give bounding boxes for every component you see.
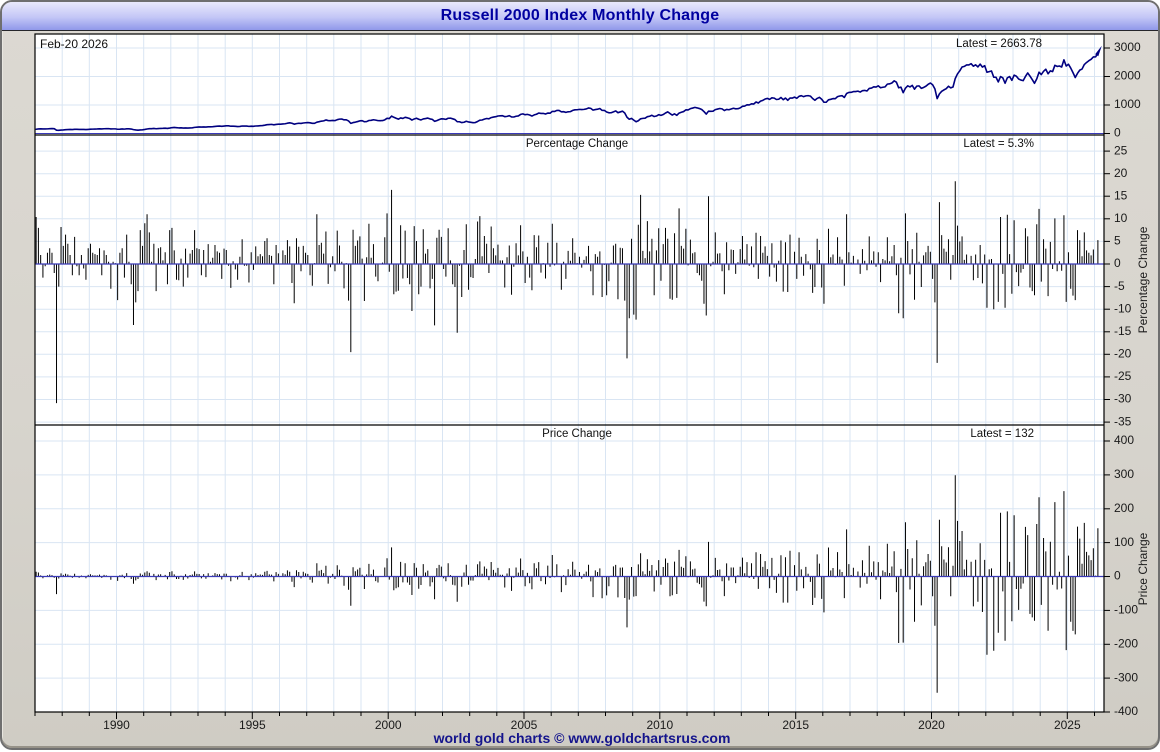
percent-axis-tick-label: -20	[1114, 346, 1132, 360]
title-bar: Russell 2000 Index Monthly Change	[2, 2, 1158, 31]
price-axis-tick-label: -200	[1114, 636, 1138, 650]
index-axis-tick-label: 2000	[1114, 69, 1141, 83]
price-axis-tick-label: -100	[1114, 603, 1138, 617]
percent-axis-tick-label: -15	[1114, 324, 1132, 338]
price-change-bars	[35, 475, 1099, 693]
index-latest-value: Latest = 2663.78	[955, 38, 1042, 50]
percent-axis-tick-label: 5	[1114, 234, 1121, 248]
x-axis-tick-label: 2020	[918, 718, 945, 732]
index-price-line	[35, 51, 1099, 132]
price-axis-tick-label: 0	[1114, 569, 1121, 583]
price-axis-tick-label: -300	[1114, 670, 1138, 684]
price-axis-tick-label: -400	[1114, 704, 1138, 718]
price-axis-tick-label: 300	[1114, 467, 1134, 481]
percent-axis-tick-label: 0	[1114, 256, 1121, 270]
x-axis-tick-label: 2025	[1054, 718, 1081, 732]
price-axis-tick-label: 200	[1114, 501, 1134, 515]
footer-credit: world gold charts © www.goldchartsrus.co…	[433, 730, 731, 746]
index-axis-tick-label: 3000	[1114, 40, 1141, 54]
index-axis-tick-label: 1000	[1114, 97, 1141, 111]
price-axis-tick-label: 100	[1114, 535, 1134, 549]
price-panel-title: Price Change	[542, 428, 612, 440]
x-axis-tick-label: 2010	[646, 718, 673, 732]
percent-axis-tick-label: -5	[1114, 279, 1125, 293]
vertical-gridlines	[61, 34, 1095, 712]
index-axis-tick-label: 0	[1114, 126, 1121, 140]
index-line-arrowhead	[1095, 45, 1102, 57]
x-axis-tick-label: 2000	[375, 718, 402, 732]
x-axis-tick-label: 1990	[103, 718, 130, 732]
percent-axis-tick-label: 25	[1114, 143, 1128, 157]
percent-change-bars	[35, 181, 1099, 404]
x-axis-tick-label: 1995	[239, 718, 266, 732]
percent-axis-tick-label: 15	[1114, 188, 1128, 202]
percent-panel-title: Percentage Change	[525, 138, 629, 150]
x-axis-tick-label: 2005	[511, 718, 538, 732]
percent-axis-tick-label: -30	[1114, 392, 1132, 406]
x-axis-tick-label: 2015	[782, 718, 809, 732]
percent-y-axis-label: Percentage Change	[1136, 226, 1150, 334]
percent-axis-tick-label: 20	[1114, 166, 1128, 180]
price-y-axis-label: Price Change	[1136, 532, 1150, 606]
page-title: Russell 2000 Index Monthly Change	[440, 7, 720, 24]
percent-axis-tick-label: 10	[1114, 211, 1128, 225]
date-label: Feb-20 2026	[40, 37, 109, 51]
percent-latest-value: Latest = 5.3%	[963, 138, 1034, 150]
percent-axis-tick-label: -25	[1114, 369, 1132, 383]
percent-axis-tick-label: -10	[1114, 301, 1132, 315]
plot-background	[35, 34, 1104, 712]
price-latest-value: Latest = 132	[970, 428, 1034, 440]
price-axis-tick-label: 400	[1114, 433, 1134, 447]
plot-border	[34, 33, 1105, 713]
percent-axis-tick-label: -35	[1114, 414, 1132, 428]
